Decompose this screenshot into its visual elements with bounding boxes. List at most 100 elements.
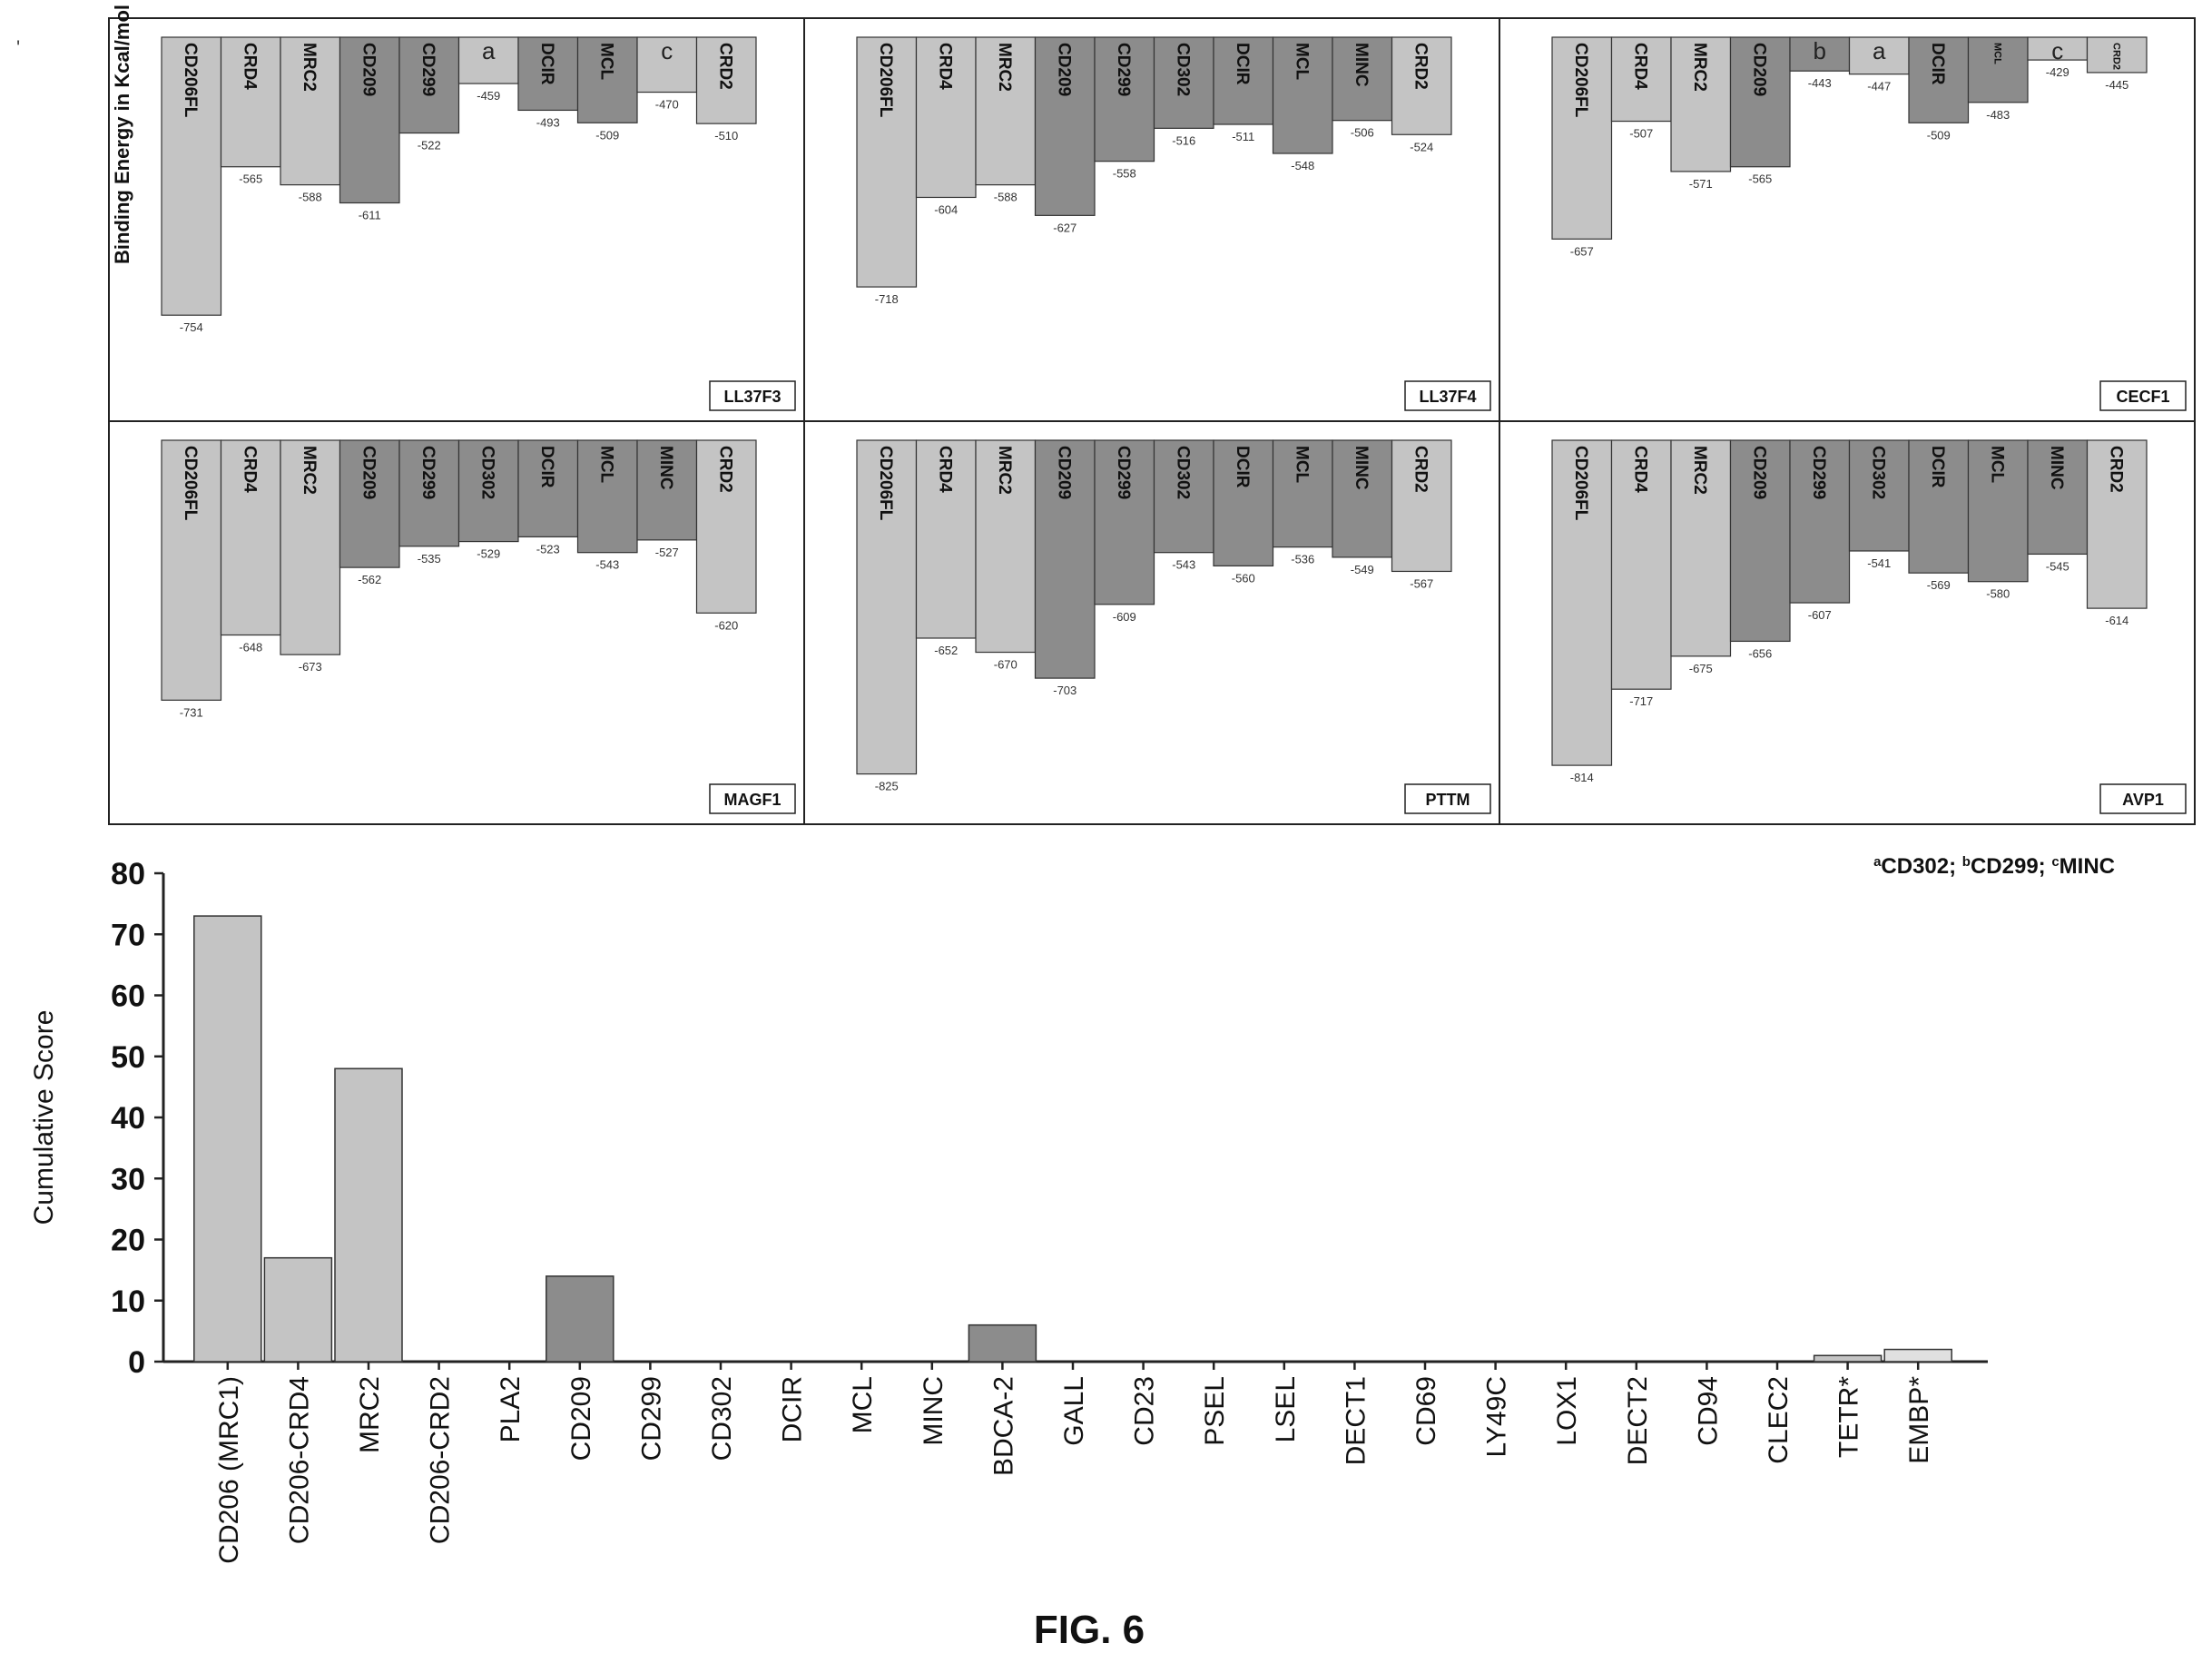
bar-category-label: MRC2 bbox=[995, 43, 1014, 92]
bar-category-label: a bbox=[1873, 37, 1886, 64]
bar-value-label: -509 bbox=[595, 128, 619, 142]
bar-value-label: -543 bbox=[595, 558, 619, 572]
bar-value-label: -569 bbox=[1927, 578, 1951, 592]
bar-value-label: -648 bbox=[239, 641, 262, 654]
panel-tag-box bbox=[1404, 783, 1491, 814]
energy-bar bbox=[856, 36, 918, 288]
energy-bar bbox=[1153, 439, 1214, 554]
bar-category-label: CRD4 bbox=[241, 446, 260, 493]
energy-bar bbox=[517, 439, 579, 537]
x-tick-label: CD94 bbox=[1693, 1376, 1723, 1446]
x-tick-label: LSEL bbox=[1271, 1376, 1301, 1442]
figure-caption: FIG. 6 bbox=[1034, 1608, 1145, 1652]
bar-value-label: -673 bbox=[299, 660, 322, 674]
bar-category-label: DCIR bbox=[1233, 43, 1252, 85]
y-tick-label: 50 bbox=[111, 1040, 145, 1075]
energy-bar bbox=[1610, 439, 1672, 690]
bar-category-label: CD299 bbox=[1809, 446, 1828, 499]
bar-category-label: b bbox=[1814, 37, 1826, 64]
energy-bar bbox=[695, 36, 757, 124]
panel-tag-box bbox=[1404, 380, 1491, 411]
bar-value-label: -611 bbox=[359, 209, 381, 222]
bar-value-label: -731 bbox=[180, 705, 203, 719]
energy-bar bbox=[1848, 439, 1910, 552]
bar-category-label: MRC2 bbox=[995, 446, 1014, 495]
bar-value-label: -580 bbox=[1986, 587, 2010, 601]
bar-category-label: CD302 bbox=[1174, 446, 1193, 499]
bar-value-label: -754 bbox=[180, 320, 203, 334]
bar-category-label: CRD4 bbox=[936, 43, 955, 90]
bar-value-label: -535 bbox=[418, 552, 441, 566]
energy-bar bbox=[1094, 439, 1155, 605]
bar-value-label: -510 bbox=[714, 129, 738, 143]
energy-bar bbox=[1967, 439, 2029, 583]
x-tick-label: DECT2 bbox=[1623, 1376, 1653, 1465]
bar-value-label: -523 bbox=[536, 542, 560, 556]
energy-bar bbox=[1391, 36, 1452, 135]
x-tick-label: LOX1 bbox=[1552, 1376, 1582, 1446]
bar-value-label: -507 bbox=[1629, 127, 1653, 141]
bar-value-label: -814 bbox=[1570, 771, 1594, 784]
bar-category-label: DCIR bbox=[1928, 446, 1947, 488]
energy-bar bbox=[339, 36, 400, 204]
bar-value-label: -459 bbox=[477, 89, 500, 103]
energy-bar bbox=[2086, 36, 2148, 74]
bar-value-label: -483 bbox=[1986, 108, 2010, 122]
x-tick-label: DECT1 bbox=[1341, 1376, 1371, 1465]
bar-value-label: -527 bbox=[655, 546, 679, 559]
energy-bar bbox=[1789, 439, 1851, 604]
energy-bar bbox=[220, 36, 281, 168]
y-tick-label: 30 bbox=[111, 1162, 145, 1196]
bar-value-label: -609 bbox=[1113, 610, 1136, 624]
y-tick-label: 10 bbox=[111, 1284, 145, 1319]
energy-bar bbox=[1670, 439, 1732, 657]
bar-category-label: CD299 bbox=[1114, 446, 1133, 499]
bar-value-label: -445 bbox=[2105, 78, 2128, 92]
bar-category-label: MRC2 bbox=[1690, 446, 1709, 495]
bar-value-label: -657 bbox=[1570, 244, 1594, 258]
bar-value-label: -529 bbox=[477, 547, 500, 561]
energy-bar bbox=[457, 439, 519, 543]
bar-value-label: -522 bbox=[418, 139, 441, 153]
bar-category-label: DCIR bbox=[537, 43, 556, 85]
bar-value-label: -604 bbox=[934, 202, 958, 216]
bar-category-label: DCIR bbox=[1928, 43, 1947, 85]
panel-y-axis-label: Binding Energy in Kcal/mol bbox=[111, 5, 133, 264]
y-tick-label: 0 bbox=[128, 1345, 145, 1380]
x-tick-label: CLEC2 bbox=[1764, 1376, 1794, 1464]
x-tick-label: PLA2 bbox=[496, 1376, 526, 1442]
bar-value-label: -536 bbox=[1291, 553, 1314, 566]
y-tick-label: 80 bbox=[111, 857, 145, 891]
x-tick-label: CD302 bbox=[707, 1376, 737, 1461]
panel-tag-label: PTTM bbox=[1426, 791, 1470, 809]
x-tick-label: CD206 (MRC1) bbox=[214, 1376, 244, 1564]
energy-bar bbox=[1213, 36, 1274, 125]
cumulative-score-chart: 0 10 20 30 40 50 60 70 80 Cumulative Score CD206 (… bbox=[29, 857, 1988, 1564]
bar-category-label: CD206FL bbox=[876, 43, 895, 118]
energy-bar bbox=[161, 439, 222, 701]
bar-value-label: -470 bbox=[655, 98, 679, 112]
energy-bar bbox=[220, 439, 281, 636]
x-tick-label: CD206-CRD4 bbox=[284, 1376, 314, 1544]
x-tick-label: BDCA-2 bbox=[988, 1376, 1018, 1476]
bar-category-label: CD302 bbox=[1174, 43, 1193, 96]
bar-value-label: -511 bbox=[1232, 130, 1254, 143]
energy-bar bbox=[695, 439, 757, 614]
bar-value-label: -675 bbox=[1689, 662, 1713, 675]
bar-category-label: a bbox=[482, 37, 496, 64]
x-tick-label: GALL bbox=[1059, 1376, 1089, 1446]
bar-value-label: -548 bbox=[1291, 159, 1314, 172]
bar-value-label: -588 bbox=[994, 191, 1018, 204]
bar-category-label: MRC2 bbox=[300, 43, 319, 92]
energy-bar bbox=[1094, 36, 1155, 162]
score-bar bbox=[1813, 1354, 1883, 1363]
bar-value-label: -652 bbox=[934, 644, 958, 657]
score-bar bbox=[193, 915, 262, 1363]
bar-value-label: -429 bbox=[2046, 65, 2069, 79]
bar-value-label: -493 bbox=[536, 115, 560, 129]
x-tick-label: MINC bbox=[919, 1376, 949, 1446]
bar-value-label: -541 bbox=[1867, 556, 1891, 570]
bar-category-label: CRD2 bbox=[2107, 446, 2126, 493]
energy-bar bbox=[1729, 439, 1791, 643]
bar-category-label: CD209 bbox=[359, 446, 378, 499]
